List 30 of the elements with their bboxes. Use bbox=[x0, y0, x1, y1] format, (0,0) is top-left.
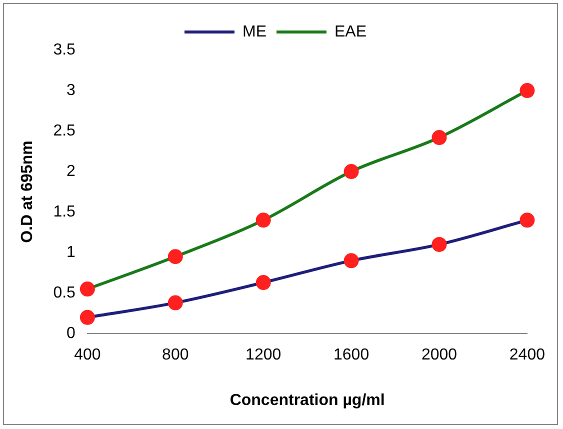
y-tick-label: 3.5 bbox=[53, 41, 76, 58]
x-tick-label: 2400 bbox=[509, 346, 546, 364]
point bbox=[256, 212, 271, 228]
x-axis-title: Concentration µg/ml bbox=[230, 392, 385, 409]
y-tick-label: 2.5 bbox=[53, 122, 76, 140]
x-tick-label: 2000 bbox=[421, 346, 458, 364]
y-tick-label: 3 bbox=[66, 82, 76, 99]
x-tick-label: 400 bbox=[74, 346, 101, 364]
y-tick-label: 0.5 bbox=[53, 284, 76, 302]
point bbox=[520, 212, 535, 228]
legend-label: ME bbox=[242, 23, 266, 40]
y-axis-title: O.D at 695nm bbox=[19, 140, 36, 243]
point bbox=[256, 275, 271, 290]
y-tick-label: 2 bbox=[66, 162, 76, 180]
x-tick-label: 1200 bbox=[246, 346, 282, 364]
point bbox=[80, 282, 95, 297]
point bbox=[168, 295, 183, 310]
legend-label: EAE bbox=[334, 23, 367, 40]
y-tick-label: 0 bbox=[66, 325, 76, 342]
x-tick-label: 1600 bbox=[334, 346, 370, 364]
point bbox=[432, 236, 447, 252]
point bbox=[344, 164, 359, 180]
point bbox=[168, 249, 183, 264]
y-tick-label: 1.5 bbox=[53, 203, 76, 220]
point bbox=[80, 310, 95, 325]
y-tick-label: 1 bbox=[66, 244, 76, 261]
point bbox=[344, 253, 359, 268]
x-tick-label: 800 bbox=[162, 346, 189, 364]
point bbox=[520, 83, 535, 98]
point bbox=[432, 130, 447, 146]
